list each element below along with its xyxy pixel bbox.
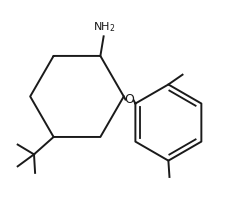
Text: NH$_2$: NH$_2$ <box>94 20 116 34</box>
Text: O: O <box>125 94 134 106</box>
